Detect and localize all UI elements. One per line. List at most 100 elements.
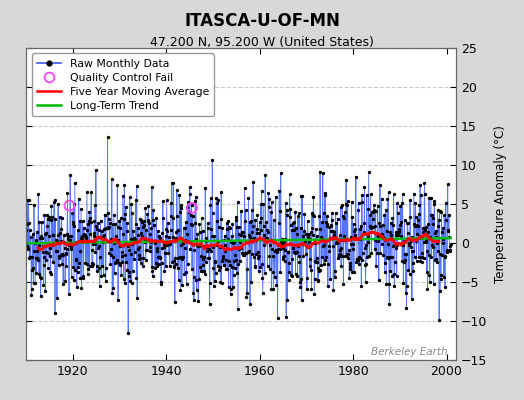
Point xyxy=(238,250,246,256)
Point xyxy=(295,259,303,265)
Text: ITASCA-U-OF-MN: ITASCA-U-OF-MN xyxy=(184,12,340,30)
Point xyxy=(384,240,392,247)
Point xyxy=(146,231,154,238)
Point xyxy=(86,215,94,222)
Point xyxy=(312,259,320,265)
Point xyxy=(107,176,116,182)
Point xyxy=(208,233,216,239)
Point xyxy=(201,271,209,277)
Point xyxy=(300,210,309,217)
Point xyxy=(106,246,115,252)
Point xyxy=(141,236,149,242)
Point xyxy=(333,240,341,246)
Point xyxy=(259,223,268,230)
Point xyxy=(28,266,37,273)
Point xyxy=(121,211,129,218)
Point xyxy=(250,264,259,270)
Point xyxy=(97,234,106,240)
Point xyxy=(281,247,290,253)
Point xyxy=(313,259,321,265)
Point xyxy=(395,228,403,234)
Point xyxy=(103,225,111,231)
Point xyxy=(94,245,102,251)
Point xyxy=(338,202,346,208)
Point xyxy=(155,261,163,268)
Point xyxy=(170,264,178,270)
Point xyxy=(413,222,421,228)
Point xyxy=(113,257,121,264)
Point xyxy=(423,286,432,292)
Point xyxy=(133,183,141,190)
Point xyxy=(96,254,104,260)
Point xyxy=(371,237,379,244)
Point xyxy=(342,200,350,207)
Point xyxy=(22,226,30,233)
Point xyxy=(79,218,87,224)
Point xyxy=(182,269,190,276)
Point xyxy=(101,212,110,218)
Point xyxy=(243,290,252,296)
Point xyxy=(210,259,219,266)
Point xyxy=(414,253,423,260)
Point xyxy=(161,249,169,256)
Point xyxy=(228,264,236,270)
Point xyxy=(79,274,88,281)
Point xyxy=(61,277,69,284)
Point xyxy=(71,256,80,263)
Point xyxy=(428,244,436,250)
Point xyxy=(61,245,69,251)
Point xyxy=(331,268,340,274)
Point xyxy=(27,292,36,298)
Point xyxy=(362,242,370,248)
Point xyxy=(139,254,148,261)
Point xyxy=(248,222,257,229)
Point xyxy=(444,227,453,233)
Point xyxy=(213,238,222,244)
Point xyxy=(364,206,373,212)
Point xyxy=(315,267,324,273)
Point xyxy=(51,216,60,222)
Point xyxy=(316,168,324,175)
Point xyxy=(68,210,77,217)
Point xyxy=(405,242,413,248)
Point xyxy=(314,277,323,284)
Point xyxy=(350,228,358,234)
Point xyxy=(306,236,314,242)
Point xyxy=(236,258,244,264)
Point xyxy=(281,200,290,206)
Point xyxy=(268,253,277,259)
Point xyxy=(44,250,52,256)
Point xyxy=(356,255,364,261)
Point xyxy=(427,212,435,218)
Point xyxy=(183,261,192,268)
Point xyxy=(424,251,433,258)
Point xyxy=(73,269,82,276)
Point xyxy=(427,195,435,201)
Point xyxy=(246,233,255,240)
Point xyxy=(369,207,378,213)
Point xyxy=(371,246,379,252)
Point xyxy=(117,248,126,255)
Point xyxy=(41,231,49,237)
Point xyxy=(128,241,137,248)
Point xyxy=(46,244,54,251)
Point xyxy=(424,221,432,228)
Point xyxy=(258,261,266,267)
Point xyxy=(305,256,314,262)
Point xyxy=(392,228,400,235)
Point xyxy=(366,222,375,229)
Point xyxy=(136,216,145,222)
Point xyxy=(233,270,241,276)
Point xyxy=(119,216,128,222)
Point xyxy=(157,281,165,287)
Point xyxy=(221,248,230,254)
Point xyxy=(409,260,417,266)
Point xyxy=(285,269,293,275)
Point xyxy=(446,243,455,249)
Point xyxy=(253,225,261,232)
Point xyxy=(159,244,168,250)
Point xyxy=(239,252,248,258)
Point xyxy=(330,232,339,239)
Point xyxy=(218,258,226,264)
Point xyxy=(409,248,418,254)
